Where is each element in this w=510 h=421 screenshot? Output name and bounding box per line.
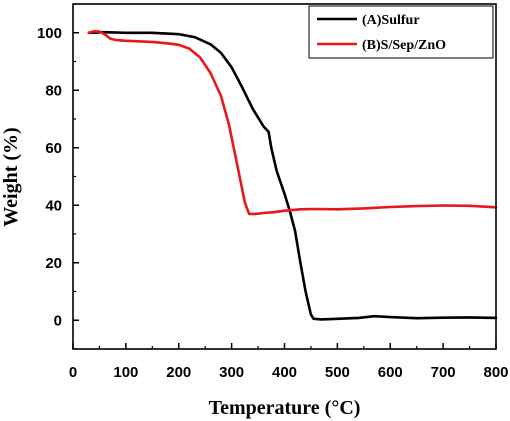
- y-tick-label: 60: [45, 140, 62, 157]
- x-tick-label: 0: [69, 364, 77, 381]
- x-tick-label: 700: [431, 364, 456, 381]
- ticks-layer: 0 100 200 300 400 500 600 700 800 0 20 40 60 80 100: [37, 3, 509, 381]
- y-tick-label: 100: [37, 25, 62, 42]
- x-tick-label: 500: [325, 364, 350, 381]
- x-tick-label: 800: [483, 364, 508, 381]
- x-axis-title: Temperature (°C): [209, 397, 361, 419]
- x-tick-label: 300: [219, 364, 244, 381]
- x-tick-label: 600: [378, 364, 403, 381]
- series-line-s-sep-zno: [87, 30, 498, 216]
- y-tick-label: 40: [45, 197, 62, 214]
- series-line-sulfur: [87, 30, 498, 321]
- legend-label-sulfur: (A)Sulfur: [362, 13, 420, 28]
- y-tick-label: 20: [45, 255, 62, 272]
- series-layer: [87, 30, 498, 321]
- x-tick-label: 200: [166, 364, 191, 381]
- y-tick-label: 0: [54, 312, 62, 329]
- legend-box: [308, 5, 494, 59]
- y-tick-label: 80: [45, 82, 62, 99]
- legend-label-s-sep-zno: (B)S/Sep/ZnO: [362, 38, 446, 53]
- x-tick-label: 400: [272, 364, 297, 381]
- legend: (A)Sulfur (B)S/Sep/ZnO: [308, 5, 494, 59]
- x-tick-label: 100: [113, 364, 138, 381]
- y-axis-title: Weight (%): [0, 127, 22, 226]
